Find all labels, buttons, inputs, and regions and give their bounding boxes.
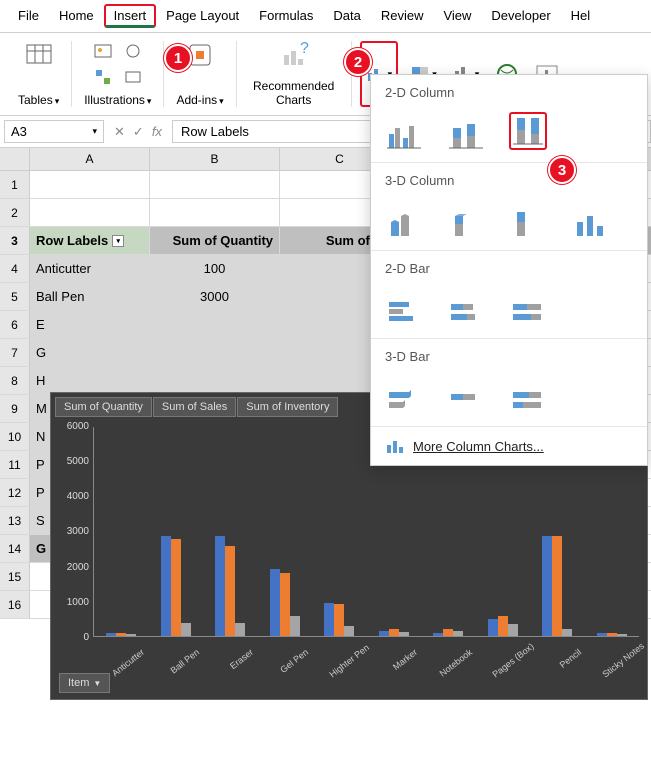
cell[interactable] [150, 339, 280, 366]
menu-review[interactable]: Review [371, 4, 434, 28]
cell[interactable]: E [30, 311, 150, 338]
chart-3d-100stacked[interactable] [509, 200, 547, 238]
chart-stacked-column[interactable] [447, 112, 485, 150]
chart-field-button[interactable]: Item ▼ [59, 673, 110, 693]
cell[interactable]: H [30, 367, 150, 394]
menu-insert[interactable]: Insert [104, 4, 157, 28]
ribbon-group-illustrations[interactable]: Illustrations▾ [72, 41, 164, 107]
cell[interactable]: Anticutter [30, 255, 150, 282]
row-header[interactable]: 15 [0, 563, 30, 590]
row-header[interactable]: 4 [0, 255, 30, 282]
pictures-icon[interactable] [93, 41, 113, 61]
row-header[interactable]: 16 [0, 591, 30, 618]
cell[interactable]: Sum of Quantity [150, 227, 280, 254]
col-header-b[interactable]: B [150, 148, 280, 170]
menubar: File Home Insert Page Layout Formulas Da… [0, 0, 651, 33]
select-all-corner[interactable] [0, 148, 30, 170]
menu-home[interactable]: Home [49, 4, 104, 28]
cell[interactable] [150, 367, 280, 394]
ribbon-label-illustrations: Illustrations [84, 93, 145, 107]
legend-inv[interactable]: Sum of Inventory [237, 397, 338, 417]
callout-1: 1 [164, 44, 192, 72]
more-charts-label: More Column Charts... [413, 439, 544, 454]
chart-3d-clustered-bar[interactable] [385, 376, 423, 414]
menu-view[interactable]: View [433, 4, 481, 28]
cell[interactable]: Ball Pen [30, 283, 150, 310]
more-column-charts[interactable]: More Column Charts... [371, 427, 647, 465]
chart-100-stacked-column[interactable] [509, 112, 547, 150]
chart-clustered-bar[interactable] [385, 288, 423, 326]
row-header[interactable]: 12 [0, 479, 30, 506]
row-header[interactable]: 1 [0, 171, 30, 198]
ribbon-group-recommended[interactable]: ? Recommended Charts [237, 41, 352, 107]
row-header[interactable]: 6 [0, 311, 30, 338]
section-2d-column: 2-D Column [385, 85, 633, 100]
chart-3d-100stacked-bar[interactable] [509, 376, 547, 414]
cell[interactable]: Row Labels▾ [30, 227, 150, 254]
menu-file[interactable]: File [8, 4, 49, 28]
chart-x-axis: AnticutterBall PenEraserGel PenHighter P… [93, 647, 639, 657]
menu-data[interactable]: Data [323, 4, 370, 28]
row-header[interactable]: 9 [0, 395, 30, 422]
legend-sales[interactable]: Sum of Sales [153, 397, 236, 417]
row-header[interactable]: 8 [0, 367, 30, 394]
section-3d-bar: 3-D Bar [385, 349, 633, 364]
row-header[interactable]: 11 [0, 451, 30, 478]
chart-3d-stacked[interactable] [447, 200, 485, 238]
cell[interactable] [150, 171, 280, 198]
cell[interactable]: 3000 [150, 283, 280, 310]
chart-dropdown: 2-D Column 3-D Column 2-D Bar 3-D Bar [370, 74, 648, 466]
recommended-icon: ? [280, 41, 308, 69]
chart-100stacked-bar[interactable] [509, 288, 547, 326]
menu-help[interactable]: Hel [561, 4, 601, 28]
ribbon-label-addins: Add-ins [176, 93, 217, 107]
cell[interactable] [150, 311, 280, 338]
callout-2: 2 [344, 48, 372, 76]
svg-text:?: ? [300, 41, 309, 57]
chart-y-axis: 6000500040003000200010000 [55, 421, 89, 643]
row-header[interactable]: 14 [0, 535, 30, 562]
row-header[interactable]: 2 [0, 199, 30, 226]
chart-clustered-column[interactable] [385, 112, 423, 150]
row-header[interactable]: 13 [0, 507, 30, 534]
cell[interactable]: G [30, 339, 150, 366]
callout-3: 3 [548, 156, 576, 184]
col-header-a[interactable]: A [30, 148, 150, 170]
section-3d-column: 3-D Column [385, 173, 633, 188]
cell[interactable]: 100 [150, 255, 280, 282]
smartart-icon[interactable] [93, 67, 113, 87]
row-header[interactable]: 5 [0, 283, 30, 310]
enter-formula-icon[interactable]: ✓ [133, 124, 144, 140]
chart-stacked-bar[interactable] [447, 288, 485, 326]
fx-icon[interactable]: fx [152, 124, 162, 140]
chart-3d-stacked-bar[interactable] [447, 376, 485, 414]
column-chart-icon [385, 437, 405, 455]
ribbon-label-recommended: Recommended Charts [249, 79, 339, 107]
menu-developer[interactable]: Developer [481, 4, 560, 28]
ribbon-label-tables: Tables [18, 93, 53, 107]
tables-icon [25, 41, 53, 69]
section-2d-bar: 2-D Bar [385, 261, 633, 276]
row-header[interactable]: 10 [0, 423, 30, 450]
cancel-formula-icon[interactable]: ✕ [114, 124, 125, 140]
menu-pagelayout[interactable]: Page Layout [156, 4, 249, 28]
chart-3d-clustered[interactable] [385, 200, 423, 238]
row-header[interactable]: 3 [0, 227, 30, 254]
cell[interactable] [150, 199, 280, 226]
ribbon-group-tables[interactable]: Tables▾ [6, 41, 72, 107]
menu-formulas[interactable]: Formulas [249, 4, 323, 28]
screenshot-icon[interactable] [123, 67, 143, 87]
name-box[interactable]: A3▾ [4, 120, 104, 143]
cell[interactable] [30, 171, 150, 198]
chart-3d-column[interactable] [571, 200, 609, 238]
shapes-icon[interactable] [123, 41, 143, 61]
row-header[interactable]: 7 [0, 339, 30, 366]
legend-qty[interactable]: Sum of Quantity [55, 397, 152, 417]
cell[interactable] [30, 199, 150, 226]
